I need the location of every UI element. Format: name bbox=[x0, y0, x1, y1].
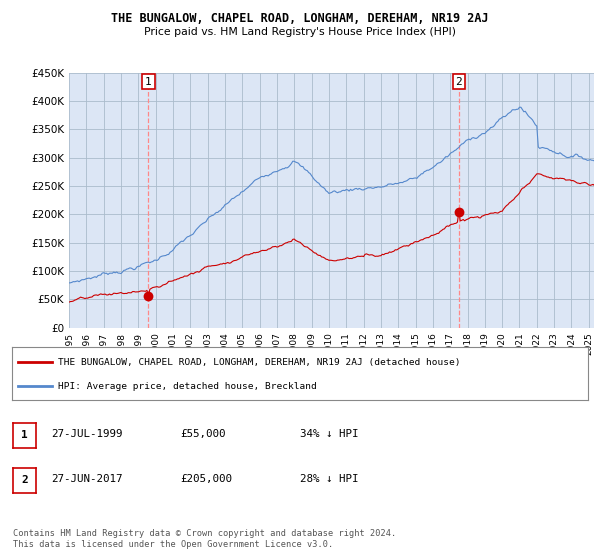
Text: 2: 2 bbox=[21, 475, 28, 485]
Text: 34% ↓ HPI: 34% ↓ HPI bbox=[300, 429, 359, 439]
Text: Contains HM Land Registry data © Crown copyright and database right 2024.
This d: Contains HM Land Registry data © Crown c… bbox=[13, 529, 397, 549]
Text: £55,000: £55,000 bbox=[180, 429, 226, 439]
Text: 27-JUL-1999: 27-JUL-1999 bbox=[51, 429, 122, 439]
Text: 2: 2 bbox=[455, 77, 462, 87]
Text: Price paid vs. HM Land Registry's House Price Index (HPI): Price paid vs. HM Land Registry's House … bbox=[144, 27, 456, 37]
Text: THE BUNGALOW, CHAPEL ROAD, LONGHAM, DEREHAM, NR19 2AJ (detached house): THE BUNGALOW, CHAPEL ROAD, LONGHAM, DERE… bbox=[58, 358, 461, 367]
Text: HPI: Average price, detached house, Breckland: HPI: Average price, detached house, Brec… bbox=[58, 381, 317, 390]
Text: 1: 1 bbox=[145, 77, 152, 87]
Point bbox=[454, 207, 464, 216]
Text: 27-JUN-2017: 27-JUN-2017 bbox=[51, 474, 122, 484]
Point bbox=[143, 292, 153, 301]
Text: £205,000: £205,000 bbox=[180, 474, 232, 484]
Text: 28% ↓ HPI: 28% ↓ HPI bbox=[300, 474, 359, 484]
Text: THE BUNGALOW, CHAPEL ROAD, LONGHAM, DEREHAM, NR19 2AJ: THE BUNGALOW, CHAPEL ROAD, LONGHAM, DERE… bbox=[111, 12, 489, 25]
Text: 1: 1 bbox=[21, 431, 28, 440]
